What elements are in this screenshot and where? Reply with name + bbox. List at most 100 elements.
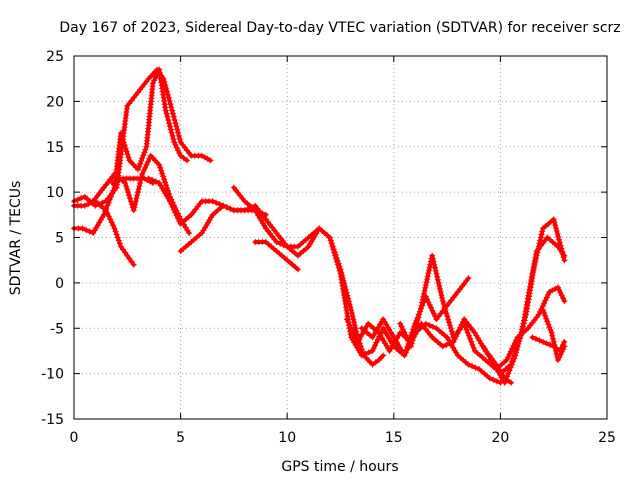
data-point-marker bbox=[126, 192, 132, 199]
data-point-marker bbox=[186, 230, 193, 236]
series-arc-5 bbox=[109, 175, 156, 186]
data-point-marker bbox=[114, 234, 121, 241]
data-point-marker bbox=[446, 319, 453, 326]
data-point-marker bbox=[532, 335, 539, 342]
data-point-marker bbox=[561, 252, 568, 259]
data-point-marker bbox=[113, 231, 120, 238]
data-point-marker bbox=[213, 199, 220, 206]
data-point-marker bbox=[554, 230, 561, 237]
data-point-marker bbox=[327, 237, 334, 244]
data-point-marker bbox=[112, 228, 119, 235]
data-point-marker bbox=[362, 351, 369, 357]
data-point-marker bbox=[462, 323, 469, 330]
data-point-marker bbox=[137, 160, 144, 167]
data-point-marker bbox=[168, 201, 175, 207]
data-point-marker bbox=[177, 152, 184, 159]
data-point-marker bbox=[508, 379, 515, 386]
data-point-marker bbox=[521, 317, 528, 324]
data-point-marker bbox=[374, 336, 381, 343]
data-point-marker bbox=[461, 320, 468, 327]
data-point-marker bbox=[139, 155, 146, 162]
data-point-marker bbox=[408, 340, 415, 347]
y-tick-label: -10 bbox=[41, 367, 64, 383]
data-point-marker bbox=[519, 326, 526, 333]
series-arc-3 bbox=[71, 198, 137, 268]
data-point-marker bbox=[544, 318, 551, 325]
data-point-marker bbox=[162, 179, 169, 186]
y-tick-label: 20 bbox=[46, 94, 64, 110]
data-point-marker bbox=[170, 136, 177, 142]
data-point-marker bbox=[372, 359, 379, 366]
data-point-marker bbox=[503, 357, 510, 363]
data-point-marker bbox=[536, 337, 543, 344]
data-point-marker bbox=[351, 319, 357, 326]
data-point-marker bbox=[398, 323, 405, 330]
x-tick-label: 10 bbox=[278, 430, 296, 446]
data-point-marker bbox=[116, 177, 123, 183]
data-point-marker bbox=[465, 332, 472, 339]
series-arc-1 bbox=[71, 66, 214, 209]
data-point-marker bbox=[166, 120, 173, 127]
data-point-marker bbox=[505, 354, 512, 361]
data-point-marker bbox=[543, 315, 550, 322]
data-point-marker bbox=[422, 284, 429, 291]
data-point-marker bbox=[493, 378, 500, 385]
data-point-marker bbox=[506, 367, 513, 374]
data-point-marker bbox=[138, 157, 145, 164]
data-point-marker bbox=[209, 198, 216, 205]
data-point-marker bbox=[507, 364, 514, 371]
data-point-marker bbox=[123, 148, 130, 155]
data-point-marker bbox=[426, 264, 433, 271]
series-arc-14 bbox=[480, 234, 568, 386]
series-trace bbox=[91, 153, 192, 235]
data-point-marker bbox=[557, 351, 564, 358]
data-point-marker bbox=[548, 329, 555, 336]
data-point-marker bbox=[351, 333, 358, 340]
data-point-marker bbox=[294, 266, 301, 273]
data-point-marker bbox=[167, 126, 174, 133]
grid bbox=[74, 56, 607, 419]
data-point-marker bbox=[165, 117, 172, 123]
data-point-marker bbox=[403, 346, 410, 353]
data-point-marker bbox=[437, 288, 444, 295]
data-point-marker bbox=[152, 74, 159, 81]
data-point-marker bbox=[149, 80, 156, 87]
data-point-marker bbox=[429, 252, 436, 259]
data-point-marker bbox=[553, 225, 559, 232]
data-point-marker bbox=[552, 347, 559, 354]
data-point-marker bbox=[410, 331, 417, 338]
data-point-marker bbox=[173, 144, 180, 151]
data-point-marker bbox=[107, 216, 114, 223]
data-point-marker bbox=[369, 347, 376, 354]
data-point-marker bbox=[171, 117, 178, 123]
data-point-marker bbox=[512, 352, 519, 359]
data-point-marker bbox=[171, 139, 178, 146]
data-point-marker bbox=[431, 261, 438, 268]
data-point-marker bbox=[345, 319, 352, 325]
data-point-marker bbox=[133, 195, 140, 202]
data-point-marker bbox=[168, 129, 175, 136]
data-point-marker bbox=[445, 316, 452, 323]
data-point-marker bbox=[137, 180, 144, 187]
data-point-marker bbox=[174, 126, 181, 133]
data-point-marker bbox=[557, 289, 564, 296]
data-point-marker bbox=[175, 129, 181, 136]
data-point-marker bbox=[166, 198, 173, 205]
series-layer bbox=[71, 66, 568, 386]
data-point-marker bbox=[556, 236, 562, 243]
data-point-marker bbox=[551, 341, 558, 348]
data-point-marker bbox=[280, 242, 287, 249]
data-point-marker bbox=[429, 323, 436, 330]
data-point-marker bbox=[429, 307, 436, 314]
data-point-marker bbox=[550, 335, 556, 342]
data-point-marker bbox=[506, 351, 513, 358]
data-point-marker bbox=[164, 113, 171, 120]
data-point-marker bbox=[135, 166, 141, 173]
data-point-marker bbox=[350, 330, 357, 337]
y-tick-label: 5 bbox=[55, 231, 64, 247]
data-point-marker bbox=[502, 376, 509, 383]
data-point-marker bbox=[332, 252, 339, 259]
data-point-marker bbox=[163, 182, 170, 189]
data-point-marker bbox=[328, 240, 335, 247]
data-point-marker bbox=[511, 355, 518, 362]
